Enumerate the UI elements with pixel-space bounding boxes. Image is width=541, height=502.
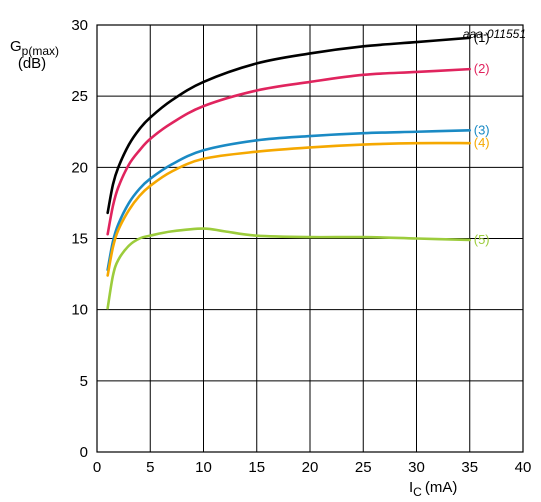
- series-labels: (1) (2) (3)(4) (5): [474, 30, 490, 247]
- x-tick-label: 0: [93, 459, 101, 476]
- y-tick-label: 10: [71, 302, 88, 319]
- x-tick-label: 15: [248, 459, 265, 476]
- series-label-2: (2): [474, 61, 490, 76]
- y-axis-label: Gp(max): [10, 38, 59, 58]
- y-tick-label: 5: [80, 373, 88, 390]
- x-tick-label: 40: [515, 459, 532, 476]
- series-line-5: [106, 227, 472, 310]
- series-line-1: [106, 36, 472, 215]
- series-line-2: [106, 67, 472, 236]
- x-tick-label: 35: [461, 459, 478, 476]
- y-tick-label: 0: [80, 444, 88, 461]
- y-tick-label: 30: [71, 17, 88, 34]
- x-tick-label: 25: [355, 459, 372, 476]
- x-tick-label: 20: [302, 459, 319, 476]
- y-tick-label: 20: [71, 159, 88, 176]
- tick-labels: 0 5 10 15 20 25 30 35 40 0 5 10 15 20 25 30: [71, 17, 531, 476]
- x-axis-label: IC (mA): [409, 479, 457, 499]
- series-lines: [106, 36, 472, 310]
- plot-frame: [96, 24, 524, 453]
- y-tick-label: 25: [71, 88, 88, 105]
- x-tick-label: 30: [408, 459, 425, 476]
- x-tick-label: 10: [195, 459, 212, 476]
- y-axis-unit: (dB): [18, 55, 46, 72]
- series-line-4: [106, 141, 472, 277]
- series-label-3: (3): [474, 122, 490, 137]
- series-line-3: [106, 129, 472, 272]
- x-tick-label: 5: [146, 459, 154, 476]
- series-label-1: (1): [474, 30, 490, 45]
- figure-code: aaa-011551: [463, 27, 526, 41]
- y-tick-label: 15: [71, 231, 88, 248]
- series-label-5: (5): [474, 232, 490, 247]
- series-label-4: (4): [474, 135, 490, 150]
